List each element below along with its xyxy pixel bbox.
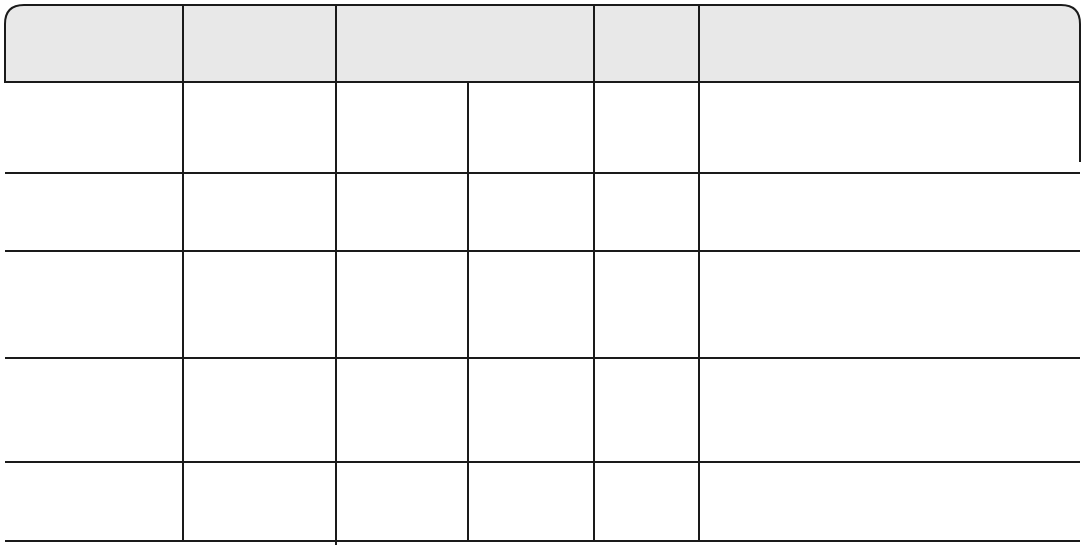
header-row (4, 4, 1081, 83)
